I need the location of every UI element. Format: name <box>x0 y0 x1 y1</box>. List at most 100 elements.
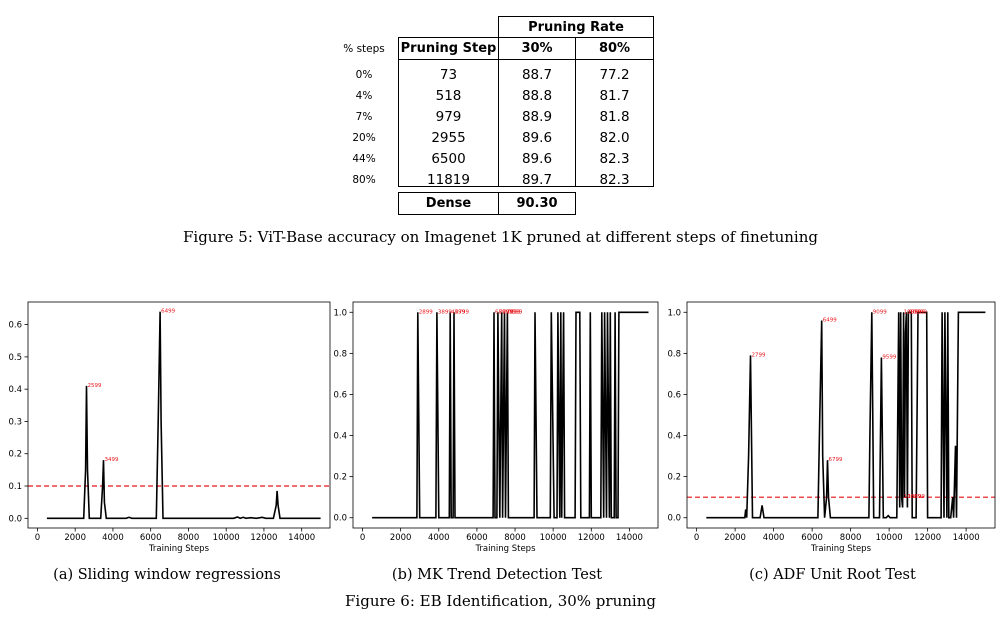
acc-30: 88.7 <box>521 66 553 83</box>
x-tick-label: 4000 <box>763 533 785 543</box>
peak-annotation: 2599 <box>87 383 101 389</box>
y-tick-label: 0.3 <box>8 417 22 427</box>
y-tick-label: 0.2 <box>8 450 22 460</box>
peak-annotation: 2899 <box>419 309 433 315</box>
peak-annotation: 10899 <box>907 309 925 315</box>
y-tick-label: 0.6 <box>8 321 22 331</box>
steps-pct: 44% <box>352 152 376 165</box>
acc-30: 89.6 <box>521 150 553 167</box>
y-tick-label: 0.8 <box>333 349 347 359</box>
chart-adf-unit-root: 2799649967999099959910699108991099910699… <box>667 301 996 554</box>
peak-annotation: 10999 <box>909 309 927 315</box>
steps-pct: 7% <box>355 110 373 123</box>
x-tick-label: 4000 <box>428 533 450 543</box>
plot-frame <box>352 301 659 529</box>
peak-annotation: 10899 <box>907 494 925 500</box>
series-line <box>46 311 321 520</box>
series-line <box>372 311 649 519</box>
pruning-step: 2955 <box>431 129 466 146</box>
y-tick-label: 0.5 <box>8 353 22 363</box>
acc-80: 82.0 <box>599 129 630 146</box>
dense-value: 90.30 <box>516 196 558 211</box>
acc-30: 89.6 <box>521 129 553 146</box>
steps-pct: 0% <box>355 68 373 81</box>
y-tick-label: 0.0 <box>8 514 22 524</box>
subcaption-a: (a) Sliding window regressions <box>53 567 281 583</box>
peak-annotation: 6499 <box>823 317 837 323</box>
peak-annotation: 3899 <box>438 309 452 315</box>
x-tick-label: 2000 <box>64 533 86 543</box>
peak-annotation: 3499 <box>104 457 118 463</box>
x-tick-label: 8000 <box>504 533 526 543</box>
acc-80: 77.2 <box>599 66 630 83</box>
y-tick-label: 1.0 <box>333 308 347 318</box>
x-tick-label: 0 <box>694 533 699 543</box>
x-tick-label: 6000 <box>801 533 823 543</box>
peak-annotation: 6799 <box>829 457 843 463</box>
x-tick-label: 0 <box>360 533 365 543</box>
x-tick-label: 8000 <box>178 533 200 543</box>
peak-annotation: 2799 <box>752 352 766 358</box>
acc-30: 88.9 <box>521 108 553 125</box>
peak-annotation: 10699 <box>904 494 922 500</box>
y-tick-label: 0.1 <box>8 482 22 492</box>
x-tick-label: 12000 <box>578 533 605 543</box>
x-tick-label: 10000 <box>540 533 567 543</box>
peak-annotation: 4599 <box>451 309 465 315</box>
y-tick-label: 0.4 <box>667 432 681 442</box>
acc-80: 81.7 <box>599 87 630 104</box>
y-tick-label: 0.2 <box>333 473 347 483</box>
pruning-step: 73 <box>439 66 458 83</box>
pruning-table: Pruning Rate % steps Pruning Step 30% 80… <box>330 14 660 219</box>
series-line <box>706 311 986 519</box>
x-tick-label: 10000 <box>876 533 903 543</box>
x-tick-label: 2000 <box>724 533 746 543</box>
acc-80: 81.8 <box>599 108 630 125</box>
x-axis-label: Training Steps <box>474 544 536 554</box>
peak-annotation: 4799 <box>455 309 469 315</box>
pruning-step: 11819 <box>427 171 470 188</box>
x-tick-label: 6000 <box>466 533 488 543</box>
y-tick-label: 0.6 <box>333 390 347 400</box>
x-tick-label: 0 <box>35 533 40 543</box>
x-tick-label: 8000 <box>840 533 862 543</box>
figure5-caption: Figure 5: ViT-Base accuracy on Imagenet … <box>183 228 818 246</box>
peak-annotation: 7299 <box>503 309 517 315</box>
y-tick-label: 0.6 <box>667 390 681 400</box>
pruning-step-header: Pruning Step <box>400 41 497 56</box>
peak-annotation: 6499 <box>161 309 175 315</box>
subcaption-c: (c) ADF Unit Root Test <box>749 567 916 583</box>
subcaption-b: (b) MK Trend Detection Test <box>391 567 603 583</box>
plot-frame <box>27 301 331 529</box>
peak-annotation: 9599 <box>882 354 896 360</box>
x-axis-label: Training Steps <box>148 544 210 554</box>
dense-label: Dense <box>425 196 472 211</box>
pruning-step: 979 <box>435 108 462 125</box>
rate-30-header: 30% <box>521 41 553 56</box>
y-tick-label: 0.0 <box>333 514 347 524</box>
y-tick-label: 0.0 <box>667 514 681 524</box>
x-tick-label: 4000 <box>102 533 124 543</box>
steps-pct: 20% <box>352 131 376 144</box>
x-tick-label: 14000 <box>616 533 643 543</box>
acc-30: 88.8 <box>521 87 553 104</box>
plot-frame <box>686 301 996 529</box>
y-tick-label: 0.2 <box>667 473 681 483</box>
peak-annotation: 6899 <box>495 309 509 315</box>
y-tick-label: 1.0 <box>667 308 681 318</box>
peak-annotation: 7599 <box>508 309 522 315</box>
y-tick-label: 0.4 <box>8 385 22 395</box>
acc-80: 82.3 <box>599 150 630 167</box>
y-tick-label: 0.8 <box>667 349 681 359</box>
steps-pct: 80% <box>352 173 376 186</box>
y-tick-label: 0.4 <box>333 432 347 442</box>
x-tick-label: 12000 <box>250 533 277 543</box>
acc-30: 89.7 <box>521 171 553 188</box>
x-tick-label: 14000 <box>288 533 315 543</box>
peak-annotation: 9099 <box>873 309 887 315</box>
peak-annotation: 10699 <box>904 309 922 315</box>
steps-col-header: % steps <box>343 42 385 55</box>
chart-sliding-window: 2599 3499 6499 0 2000 4000 6000 8000 10000 12000 1… <box>8 301 331 554</box>
figure6-caption: Figure 6: EB Identification, 30% pruning <box>345 592 656 610</box>
